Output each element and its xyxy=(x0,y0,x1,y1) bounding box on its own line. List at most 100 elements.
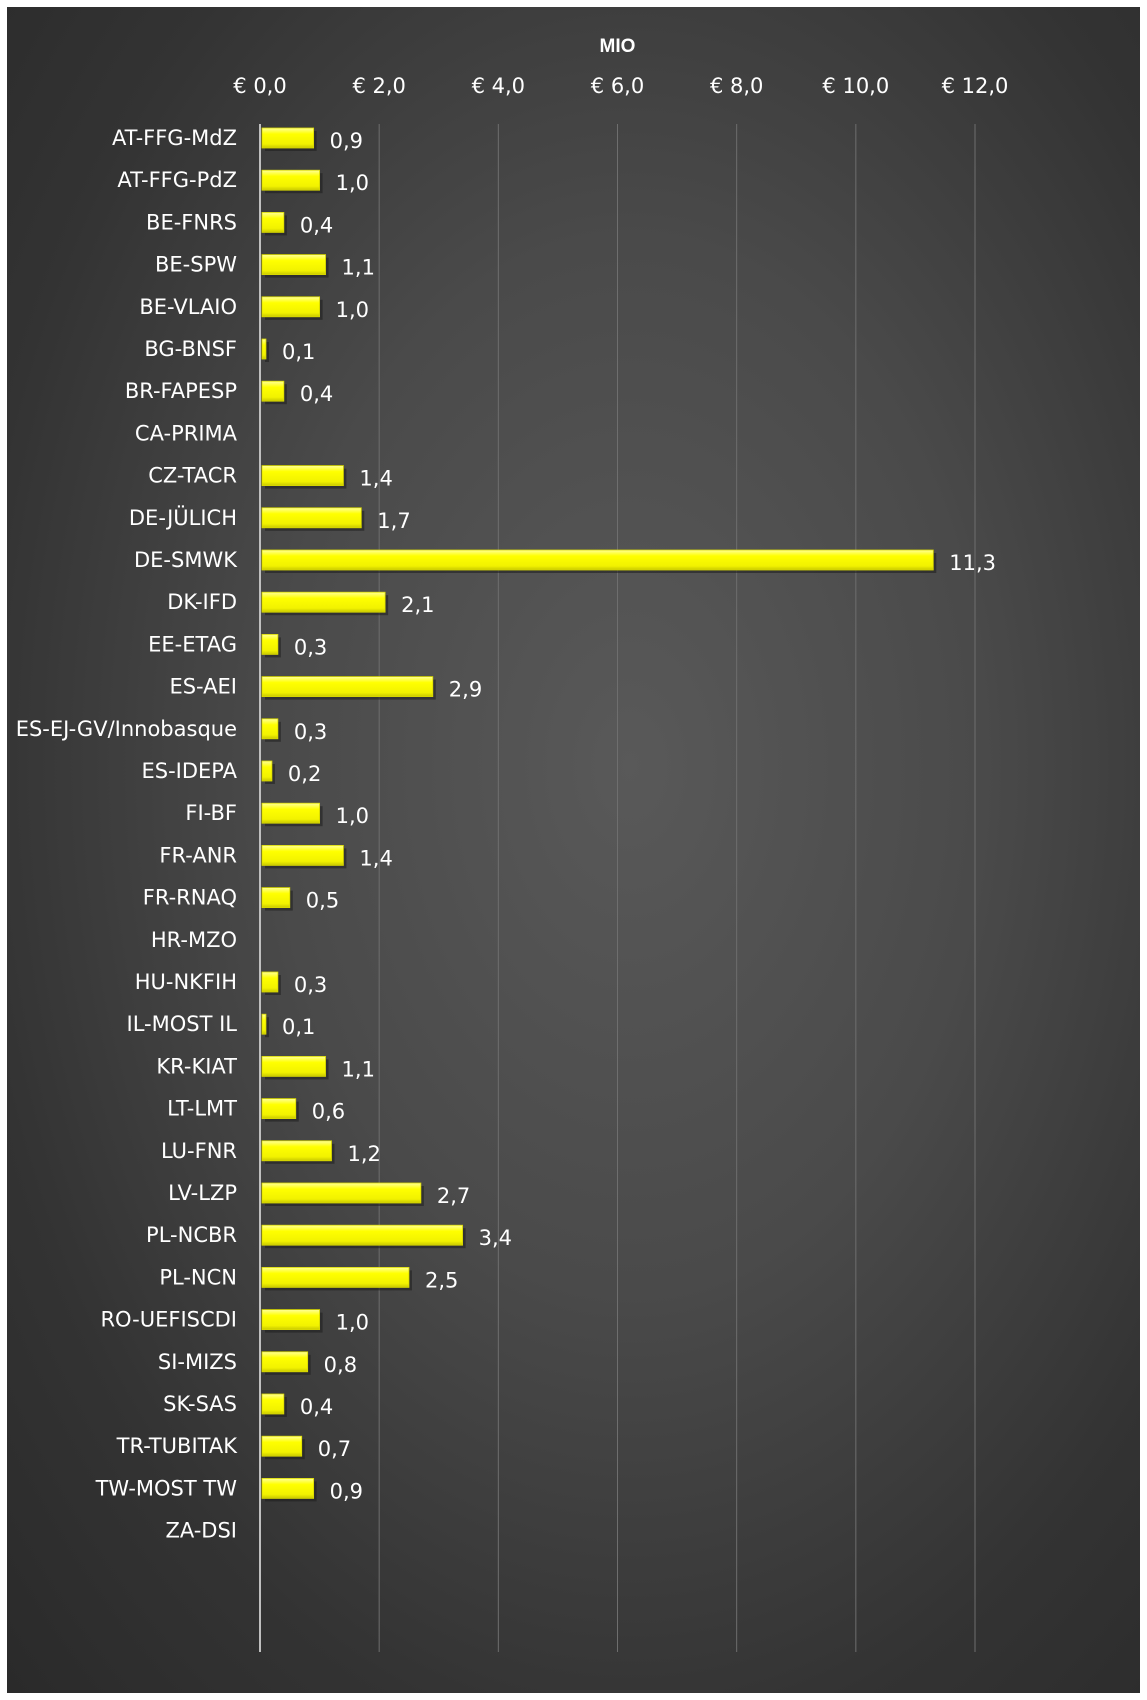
bar xyxy=(261,169,320,191)
category-label: AT-FFG-PdZ xyxy=(117,168,237,192)
data-label: 1,0 xyxy=(336,298,369,322)
data-label: 0,5 xyxy=(306,889,339,913)
chart-frame: MIO € 0,0 € 2,0 € 4,0 € 6,0 € 8,0 € 10,0 € 12,… xyxy=(7,7,1140,1693)
data-label: 0,8 xyxy=(324,1353,357,1377)
bar xyxy=(261,1056,326,1077)
category-label: DE-JÜLICH xyxy=(129,505,237,530)
bar xyxy=(261,887,291,908)
x-tick-label: € 8,0 xyxy=(710,74,763,98)
bar-chart: MIO € 0,0 € 2,0 € 4,0 € 6,0 € 8,0 € 10,0 € 12,… xyxy=(16,36,1009,1652)
bar xyxy=(261,591,386,613)
category-label: BE-FNRS xyxy=(146,210,237,234)
data-label: 3,4 xyxy=(479,1226,512,1250)
data-label: 0,9 xyxy=(330,129,363,153)
bar-shadow xyxy=(265,1017,269,1038)
bar xyxy=(261,211,285,233)
category-label: CA-PRIMA xyxy=(135,421,238,445)
category-label: TR-TUBITAK xyxy=(116,1434,239,1458)
data-label: 1,1 xyxy=(342,1057,375,1081)
bar xyxy=(261,465,344,487)
category-label: FR-RNAQ xyxy=(143,886,237,910)
category-label: SK-SAS xyxy=(163,1392,237,1416)
data-label: 2,1 xyxy=(401,593,434,617)
bar xyxy=(261,338,267,360)
x-tick-label: € 6,0 xyxy=(591,74,644,98)
x-tick-label: € 4,0 xyxy=(472,74,525,98)
bar xyxy=(261,1182,422,1204)
data-label: 0,7 xyxy=(318,1437,351,1461)
data-label: 0,6 xyxy=(312,1100,345,1124)
bar-shadow xyxy=(265,342,269,362)
category-label: AT-FFG-MdZ xyxy=(112,126,237,150)
x-tick-label: € 0,0 xyxy=(233,74,286,98)
data-label: 0,3 xyxy=(294,635,327,659)
category-label: EE-ETAG xyxy=(148,632,237,656)
category-label: BR-FAPESP xyxy=(125,379,237,403)
bar xyxy=(261,1267,410,1288)
x-tick-label: € 2,0 xyxy=(352,74,405,98)
data-label: 1,4 xyxy=(359,846,392,870)
data-label: 0,1 xyxy=(282,340,315,364)
category-label: ES-EJ-GV/Innobasque xyxy=(16,717,237,741)
data-label: 0,4 xyxy=(300,213,333,237)
bar xyxy=(261,1224,463,1246)
axis-title: MIO xyxy=(600,36,636,57)
data-label: 11,3 xyxy=(949,551,996,575)
category-label: CZ-TACR xyxy=(148,464,237,488)
data-label: 2,5 xyxy=(425,1268,458,1292)
x-tick-label: € 12,0 xyxy=(942,74,1009,98)
data-label: 0,4 xyxy=(300,382,333,406)
bar xyxy=(261,760,273,782)
data-label: 0,4 xyxy=(300,1395,333,1419)
data-label: 2,9 xyxy=(449,678,482,702)
category-label: LU-FNR xyxy=(161,1139,237,1163)
data-label: 1,0 xyxy=(336,1311,369,1335)
data-label: 1,4 xyxy=(359,467,392,491)
bar xyxy=(261,718,279,740)
data-label: 0,3 xyxy=(294,973,327,997)
bars xyxy=(261,127,937,1502)
category-label: BE-SPW xyxy=(155,253,237,277)
data-label: 0,2 xyxy=(288,762,321,786)
category-label: BE-VLAIO xyxy=(139,295,237,319)
category-label: SI-MIZS xyxy=(158,1350,237,1374)
category-label: IL-MOST IL xyxy=(127,1012,238,1036)
data-label: 1,2 xyxy=(348,1142,381,1166)
data-label: 1,1 xyxy=(342,256,375,280)
category-label: HU-NKFIH xyxy=(135,970,237,994)
category-label: FI-BF xyxy=(185,801,237,825)
category-label: DE-SMWK xyxy=(134,548,238,572)
bar xyxy=(261,971,279,993)
bar xyxy=(261,296,320,318)
bar xyxy=(261,380,285,402)
category-label: KR-KIAT xyxy=(156,1054,237,1078)
data-label: 2,7 xyxy=(437,1184,470,1208)
category-label: BG-BNSF xyxy=(144,337,237,361)
category-label: PL-NCBR xyxy=(146,1223,237,1247)
category-label: FR-ANR xyxy=(159,843,237,867)
bar xyxy=(261,1013,267,1035)
category-labels: AT-FFG-MdZ AT-FFG-PdZ BE-FNRS BE-SPW BE-VLAI… xyxy=(16,126,239,1543)
data-label: 0,9 xyxy=(330,1479,363,1503)
category-label: ZA-DSI xyxy=(165,1519,237,1543)
category-label: LV-LZP xyxy=(168,1181,237,1205)
bar xyxy=(261,1098,297,1119)
bar xyxy=(261,549,934,571)
bar xyxy=(261,802,320,824)
data-label: 1,0 xyxy=(336,804,369,828)
data-labels: 0,91,00,41,11,00,10,41,41,711,32,10,32,9… xyxy=(282,129,996,1503)
category-label: TW-MOST TW xyxy=(95,1476,238,1500)
category-label: RO-UEFISCDI xyxy=(100,1308,237,1332)
bar xyxy=(261,1351,309,1373)
data-label: 0,1 xyxy=(282,1015,315,1039)
bar xyxy=(261,1309,320,1330)
gridlines xyxy=(259,124,976,1652)
x-tick-label: € 10,0 xyxy=(822,74,889,98)
bar xyxy=(261,1393,285,1415)
data-label: 1,0 xyxy=(336,171,369,195)
category-label: PL-NCN xyxy=(159,1265,237,1289)
data-label: 0,3 xyxy=(294,720,327,744)
bar xyxy=(261,676,434,697)
bar xyxy=(261,127,315,149)
bar xyxy=(261,254,326,276)
